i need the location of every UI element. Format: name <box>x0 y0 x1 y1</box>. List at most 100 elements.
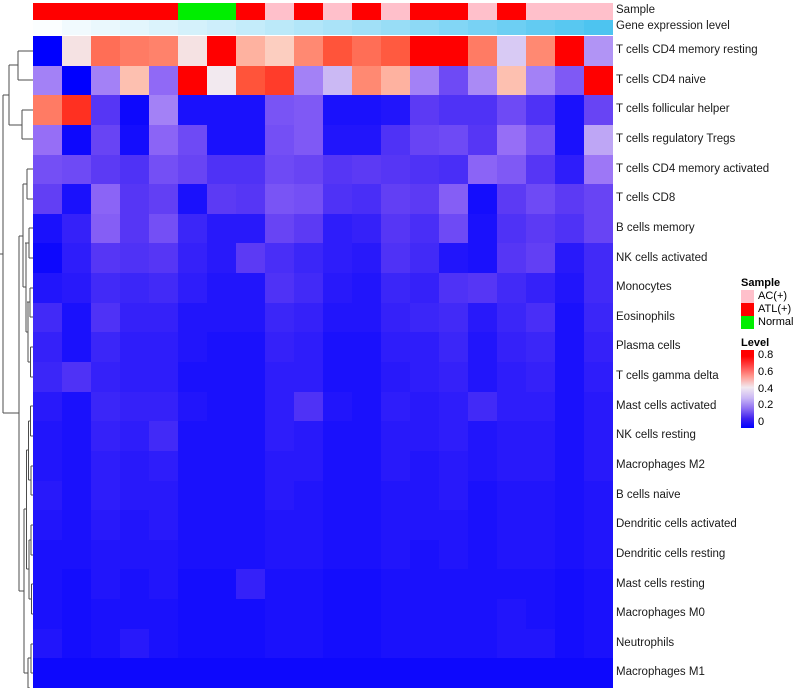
heatmap-cell <box>497 480 526 511</box>
gene-expression-annotation-cell <box>120 20 149 35</box>
sample-annotation-cell <box>33 3 62 20</box>
gene-expression-annotation-cell <box>526 20 555 35</box>
heatmap-cell <box>381 421 410 451</box>
heatmap-cell <box>584 510 613 540</box>
heatmap-cell <box>33 599 62 629</box>
sample-annotation-cell <box>526 3 555 20</box>
heatmap-cell <box>207 213 236 244</box>
heatmap-cell <box>207 36 236 66</box>
heatmap-cell <box>381 539 410 570</box>
sample-annotation-cell <box>207 3 236 20</box>
legend-swatch <box>741 303 754 317</box>
heatmap-cell <box>584 273 613 303</box>
sample-annotation-cell <box>439 3 468 20</box>
heatmap-cell <box>526 628 555 659</box>
heatmap-cell <box>497 658 526 688</box>
heatmap-cell <box>33 450 62 481</box>
gene-expression-annotation-cell <box>265 20 294 35</box>
heatmap-cell <box>352 362 381 392</box>
heatmap-cell <box>468 510 497 540</box>
heatmap-cell <box>439 421 468 451</box>
heatmap-cell <box>439 273 468 303</box>
heatmap-cell <box>468 391 497 422</box>
heatmap-cell <box>207 332 236 362</box>
heatmap-cell <box>555 332 584 362</box>
heatmap-cell <box>555 362 584 392</box>
heatmap-cell <box>410 362 439 392</box>
legend-item-label: ATL(+) <box>758 303 792 316</box>
heatmap-cell <box>33 510 62 540</box>
gene-expression-annotation-cell <box>149 20 178 35</box>
heatmap-cell <box>149 628 178 659</box>
gene-expression-annotation-cell <box>555 20 584 35</box>
heatmap-cell <box>381 213 410 244</box>
heatmap-cell <box>33 213 62 244</box>
heatmap-cell <box>236 628 265 659</box>
heatmap-cell <box>584 124 613 155</box>
heatmap-cell <box>410 302 439 333</box>
heatmap-cell <box>439 480 468 511</box>
heatmap-cell <box>497 213 526 244</box>
sample-annotation-cell <box>381 3 410 20</box>
heatmap-cell <box>236 510 265 540</box>
heatmap-cell <box>439 658 468 688</box>
heatmap-cell <box>497 154 526 185</box>
heatmap-cell <box>33 243 62 274</box>
row-label: B cells memory <box>616 221 695 234</box>
heatmap-cell <box>439 36 468 66</box>
heatmap-cell <box>410 480 439 511</box>
heatmap-cell <box>410 539 439 570</box>
heatmap-cell <box>91 95 120 125</box>
heatmap-cell <box>265 65 294 96</box>
heatmap-cell <box>265 539 294 570</box>
gene-expression-annotation-cell <box>91 20 120 35</box>
legend-item-label: Normal <box>758 316 794 329</box>
heatmap-cell <box>236 273 265 303</box>
heatmap-cell <box>91 65 120 96</box>
heatmap-cell <box>352 658 381 688</box>
heatmap-cell <box>439 95 468 125</box>
heatmap-cell <box>294 184 323 214</box>
gene-expression-annotation-cell <box>178 20 207 35</box>
row-label: Plasma cells <box>616 340 681 353</box>
level-legend-title: Level <box>741 337 770 350</box>
level-tick-label: 0 <box>758 416 765 429</box>
heatmap-cell <box>33 480 62 511</box>
heatmap-cell <box>526 154 555 185</box>
heatmap-cell <box>497 539 526 570</box>
heatmap-cell <box>294 332 323 362</box>
heatmap-cell <box>120 95 149 125</box>
heatmap-cell <box>178 628 207 659</box>
heatmap-cell <box>381 65 410 96</box>
heatmap-cell <box>497 302 526 333</box>
heatmap-cell <box>91 450 120 481</box>
heatmap-cell <box>120 628 149 659</box>
heatmap-cell <box>584 539 613 570</box>
heatmap-cell <box>439 628 468 659</box>
heatmap-cell <box>410 95 439 125</box>
heatmap-cell <box>207 273 236 303</box>
heatmap-cell <box>91 480 120 511</box>
heatmap-cell <box>526 332 555 362</box>
heatmap-cell <box>265 184 294 214</box>
heatmap-cell <box>526 510 555 540</box>
heatmap-cell <box>149 213 178 244</box>
heatmap-cell <box>91 539 120 570</box>
heatmap-cell <box>352 95 381 125</box>
heatmap-cell <box>526 184 555 214</box>
level-tick-label: 0.2 <box>758 399 774 412</box>
heatmap-cell <box>149 243 178 274</box>
heatmap-cell <box>584 95 613 125</box>
heatmap-cell <box>410 599 439 629</box>
heatmap-cell <box>526 391 555 422</box>
heatmap-cell <box>497 95 526 125</box>
heatmap-cell <box>352 36 381 66</box>
heatmap-cell <box>62 332 91 362</box>
heatmap-cell <box>410 273 439 303</box>
heatmap-cell <box>91 658 120 688</box>
heatmap-cell <box>323 124 352 155</box>
heatmap-cell <box>468 243 497 274</box>
sample-annotation-cell <box>178 3 207 20</box>
heatmap-cell <box>497 243 526 274</box>
heatmap-cell <box>91 154 120 185</box>
